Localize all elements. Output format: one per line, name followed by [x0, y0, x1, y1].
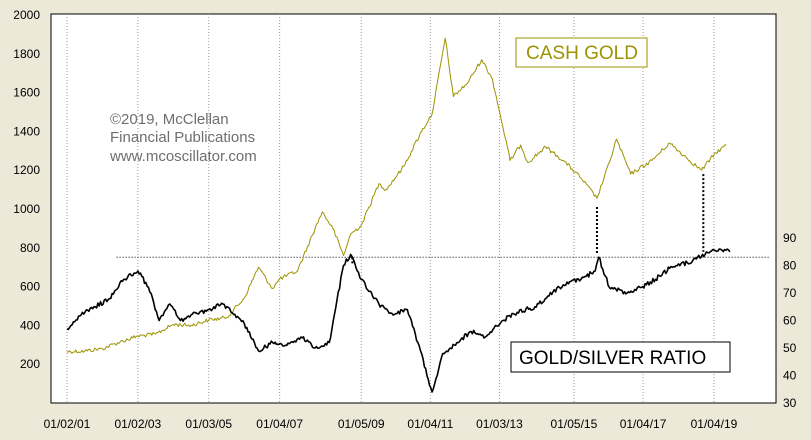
- right-tick-label: 70: [783, 286, 797, 300]
- legend-gold-label: CASH GOLD: [526, 43, 638, 64]
- right-tick-label: 50: [783, 341, 797, 355]
- gold-silver-ratio-line: [66, 248, 731, 393]
- x-tick-label: 01/04/07: [256, 417, 303, 431]
- left-tick-label: 1000: [13, 202, 40, 216]
- plot-area: [50, 13, 777, 404]
- legend-gold-frame: [515, 37, 648, 68]
- annotation-line-2: Financial Publications: [110, 129, 255, 146]
- left-tick-label: 200: [20, 357, 40, 371]
- left-tick-label: 1400: [13, 124, 40, 138]
- right-tick-label: 90: [783, 231, 797, 245]
- x-tick-label: 01/02/03: [114, 417, 161, 431]
- left-axis: 200 400 600 800 1000 1200 1400 1600 1800 2000: [13, 8, 40, 371]
- legend-ratio-frame: [510, 341, 731, 373]
- legend-gold-box: CASH GOLD: [515, 37, 648, 68]
- left-tick-label: 1600: [13, 86, 40, 100]
- right-tick-label: 80: [783, 259, 797, 273]
- left-tick-label: 400: [20, 318, 40, 332]
- annotation-line-1: ©2019, McClellan: [110, 111, 229, 128]
- copyright-annotation: ©2019, McClellan Financial Publications …: [109, 111, 257, 165]
- x-tick-label: 01/05/09: [338, 417, 385, 431]
- series-group: [66, 37, 731, 393]
- x-tick-label: 01/04/19: [691, 417, 738, 431]
- right-tick-label: 30: [783, 396, 797, 410]
- x-tick-label: 01/05/15: [551, 417, 598, 431]
- x-tick-label: 01/04/11: [407, 417, 453, 431]
- right-tick-label: 40: [783, 369, 797, 383]
- x-tick-label: 01/03/13: [476, 417, 523, 431]
- left-tick-label: 600: [20, 280, 40, 294]
- grid: [66, 14, 715, 403]
- annotation-line-3: www.mcoscillator.com: [109, 148, 257, 165]
- right-tick-label: 60: [783, 314, 797, 328]
- left-tick-label: 2000: [13, 8, 40, 22]
- left-tick-label: 800: [20, 241, 40, 255]
- right-axis: 30 40 50 60 70 80 90: [783, 231, 797, 410]
- left-tick-label: 1200: [13, 163, 40, 177]
- left-tick-label: 1800: [13, 47, 40, 61]
- legend-ratio-box: GOLD/SILVER RATIO: [510, 341, 731, 373]
- x-tick-label: 01/04/17: [620, 417, 667, 431]
- gold-price-line: [66, 37, 727, 354]
- legend-ratio-label: GOLD/SILVER RATIO: [519, 348, 706, 369]
- x-axis: 01/02/01 01/02/03 01/03/05 01/04/07 01/05/09…: [44, 417, 738, 431]
- x-tick-label: 01/03/05: [185, 417, 232, 431]
- x-tick-label: 01/02/01: [44, 417, 91, 431]
